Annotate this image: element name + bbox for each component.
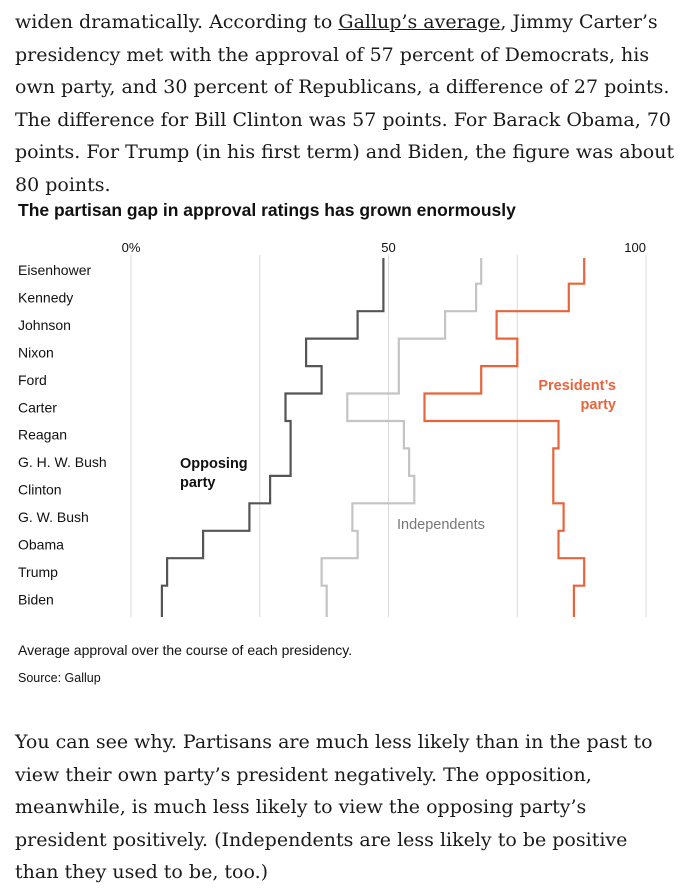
x-tick-label-100: 100 <box>624 240 646 255</box>
partisan-gap-chart: 0% 50 100 Eisenhower Kennedy Johnson Nixon For… <box>18 240 647 617</box>
chart-source: Source: Gallup <box>18 671 101 685</box>
series-label: Opposing <box>180 456 248 472</box>
row-label: Nixon <box>18 344 54 360</box>
gallup-average-link[interactable]: Gallup’s average <box>338 11 501 33</box>
series-label: party <box>180 475 215 491</box>
row-label: Ford <box>18 372 47 388</box>
chart-note: Average approval over the course of each… <box>18 642 353 658</box>
series-line-1 <box>320 258 483 617</box>
row-label: Trump <box>18 564 58 580</box>
row-label: Clinton <box>18 482 62 498</box>
series-label: President’s <box>538 378 616 394</box>
series-line-2 <box>423 258 586 617</box>
row-label: Reagan <box>18 427 67 443</box>
series-label: Independents <box>397 517 485 533</box>
article-paragraph-bottom: You can see why. Partisans are much less… <box>15 731 653 883</box>
row-label: Biden <box>18 591 54 607</box>
paragraph-text-after-link: , Jimmy Carter’s presidency met with the… <box>15 11 675 196</box>
row-label: Johnson <box>18 317 71 333</box>
row-label: Obama <box>18 537 64 553</box>
row-label: Carter <box>18 399 57 415</box>
series-line-0 <box>160 258 385 617</box>
article-paragraph-top: widen dramatically. According to Gallup’… <box>15 6 675 201</box>
chart-title: The partisan gap in approval ratings has… <box>18 200 516 220</box>
row-label: Kennedy <box>18 289 73 305</box>
row-label: Eisenhower <box>18 262 91 278</box>
x-tick-label-0: 0% <box>122 240 141 255</box>
row-label: G. H. W. Bush <box>18 454 107 470</box>
x-tick-label-50: 50 <box>381 240 395 255</box>
row-label: G. W. Bush <box>18 509 89 525</box>
paragraph-text-before-link: widen dramatically. According to <box>15 11 339 33</box>
series-label: party <box>581 397 616 413</box>
